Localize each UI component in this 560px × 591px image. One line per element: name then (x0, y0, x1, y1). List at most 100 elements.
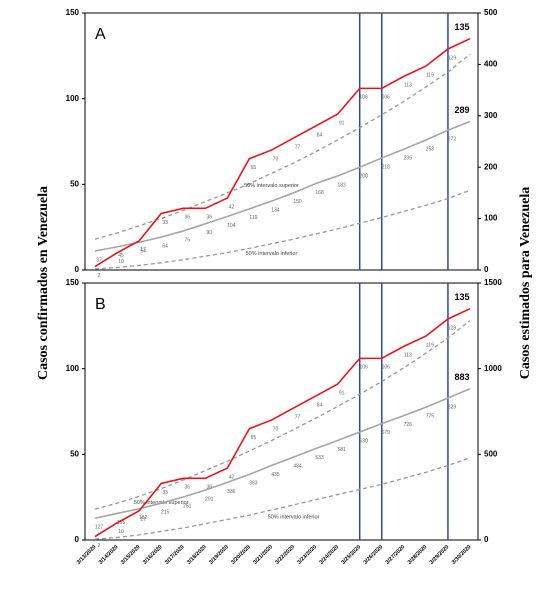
series-line (94, 307, 471, 538)
value-label: 119 (249, 215, 257, 221)
value-label: 65 (251, 435, 257, 441)
value-label: 106 (360, 95, 369, 101)
x-tick-label: 3/16/2020 (142, 544, 164, 566)
value-label: 17 (140, 517, 146, 523)
value-label: 54 (140, 249, 146, 255)
x-tick-label: 3/30/2020 (451, 544, 473, 566)
value-label: 106 (382, 95, 391, 101)
value-label: 91 (339, 390, 345, 396)
value-label: 91 (339, 120, 345, 126)
value-label: 106 (382, 365, 391, 371)
value-label: 134 (271, 207, 280, 213)
interval-label: 50% intervalo inferior (246, 251, 298, 257)
value-label: 775 (426, 414, 435, 420)
value-label: 36 (184, 485, 190, 491)
interval-label: 50% intervalo inferior (268, 514, 320, 520)
y-axis-label: Casos confirmados en Venezuela (36, 186, 51, 380)
interval-line (94, 189, 471, 270)
value-label: 168 (315, 190, 324, 196)
y2-tick-label: 200 (484, 162, 498, 171)
value-label: 77 (295, 414, 301, 420)
y-tick-label: 100 (66, 364, 80, 373)
value-label: 113 (404, 83, 412, 89)
value-label: 883 (454, 372, 469, 382)
value-label: 183 (337, 182, 346, 188)
y2-tick-label: 300 (484, 111, 498, 120)
value-label: 42 (229, 204, 235, 210)
x-tick-label: 3/25/2020 (341, 544, 363, 566)
series-line (94, 387, 471, 520)
x-tick-label: 3/17/2020 (164, 544, 186, 566)
y2-tick-label: 500 (484, 8, 498, 17)
y2-tick-label: 500 (484, 449, 498, 458)
value-label: 215 (161, 509, 170, 515)
x-tick-label: 3/14/2020 (98, 544, 120, 566)
value-label: 150 (293, 199, 302, 205)
value-label: 33 (162, 220, 168, 226)
value-label: 10 (118, 259, 124, 265)
value-label: 155 (117, 520, 126, 526)
interval-line (94, 457, 471, 540)
x-tick-label: 3/26/2020 (363, 544, 385, 566)
value-label: 135 (454, 292, 469, 302)
value-label: 104 (227, 223, 236, 229)
value-label: 65 (251, 165, 257, 171)
interval-line (94, 320, 471, 510)
x-tick-label: 3/18/2020 (186, 544, 208, 566)
value-label: 129 (448, 325, 457, 331)
value-label: 10 (118, 529, 124, 535)
value-label: 129 (448, 55, 457, 61)
value-label: 64 (162, 243, 168, 249)
y-tick-label: 0 (75, 535, 80, 544)
y-tick-label: 50 (70, 179, 79, 188)
value-label: 84 (317, 402, 323, 408)
x-tick-label: 3/23/2020 (296, 544, 318, 566)
value-label: 77 (295, 144, 301, 150)
value-label: 70 (273, 156, 279, 162)
value-label: 2 (98, 273, 101, 279)
value-label: 119 (426, 342, 434, 348)
value-label: 36 (207, 215, 213, 221)
y2-tick-label: 0 (484, 535, 489, 544)
value-label: 106 (360, 365, 369, 371)
value-label: 484 (293, 463, 302, 469)
value-label: 272 (448, 137, 457, 143)
value-label: 829 (448, 404, 457, 410)
y-tick-label: 150 (66, 278, 80, 287)
value-label: 2 (98, 543, 101, 549)
value-label: 336 (227, 489, 236, 495)
y2-tick-label: 1000 (484, 364, 502, 373)
x-tick-label: 3/28/2020 (407, 544, 429, 566)
y2-axis-label: Casos estimados para Venezuela (518, 187, 533, 380)
x-tick-label: 3/13/2020 (76, 544, 98, 566)
value-label: 36 (207, 485, 213, 491)
panel-label: B (95, 296, 106, 313)
value-label: 37 (96, 257, 102, 263)
value-label: 135 (454, 22, 469, 32)
value-label: 33 (162, 490, 168, 496)
value-label: 70 (273, 426, 279, 432)
y-tick-label: 0 (75, 265, 80, 274)
y2-tick-label: 1500 (484, 278, 502, 287)
panel-label: A (95, 26, 106, 43)
y2-tick-label: 0 (484, 265, 489, 274)
value-label: 235 (404, 156, 413, 162)
interval-label: 50% intervalo superior (244, 183, 299, 189)
x-tick-label: 3/21/2020 (252, 544, 274, 566)
value-label: 679 (382, 430, 391, 436)
x-tick-label: 3/19/2020 (208, 544, 230, 566)
value-label: 218 (382, 164, 391, 170)
value-label: 90 (207, 230, 213, 236)
x-tick-label: 3/27/2020 (385, 544, 407, 566)
value-label: 726 (404, 422, 413, 428)
value-label: 182 (139, 515, 148, 521)
value-label: 119 (426, 72, 434, 78)
x-tick-label: 3/24/2020 (319, 544, 341, 566)
series-line (94, 120, 471, 252)
y-tick-label: 50 (70, 449, 79, 458)
series-line (94, 37, 471, 268)
plot-frame (84, 282, 479, 541)
value-label: 84 (317, 132, 323, 138)
value-label: 17 (140, 247, 146, 253)
y-tick-label: 100 (66, 94, 80, 103)
